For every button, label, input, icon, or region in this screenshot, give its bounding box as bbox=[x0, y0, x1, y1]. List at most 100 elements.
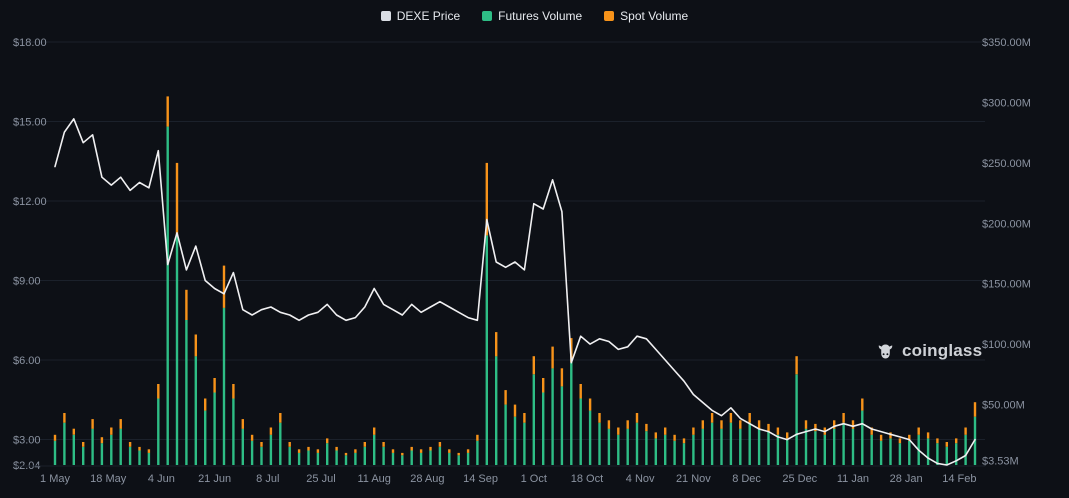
spot-swatch bbox=[604, 11, 615, 21]
futures-swatch bbox=[482, 11, 493, 21]
futures-volume-bar bbox=[495, 356, 498, 465]
spot-volume-bar bbox=[419, 449, 423, 453]
right-axis-tick: $50.00M bbox=[982, 400, 1025, 412]
futures-volume-bar bbox=[53, 440, 57, 465]
futures-volume-bar bbox=[382, 446, 385, 465]
spot-volume-bar bbox=[598, 413, 601, 423]
spot-volume-bar bbox=[523, 413, 526, 423]
spot-volume-bar bbox=[391, 449, 395, 453]
spot-volume-bar bbox=[157, 384, 160, 399]
x-axis-tick: 25 Dec bbox=[782, 473, 817, 485]
spot-volume-bar bbox=[889, 432, 892, 439]
futures-volume-bar bbox=[100, 443, 104, 465]
spot-volume-bar bbox=[908, 434, 911, 441]
futures-volume-bar bbox=[241, 428, 244, 465]
coinglass-logo-icon bbox=[878, 344, 893, 358]
spot-volume-bar bbox=[279, 413, 282, 423]
futures-volume-bar bbox=[804, 428, 808, 465]
spot-volume-bar bbox=[401, 452, 404, 456]
futures-volume-bar bbox=[617, 434, 620, 465]
futures-volume-bar bbox=[964, 434, 967, 465]
spot-volume-bar bbox=[363, 442, 366, 447]
spot-volume-bar bbox=[804, 420, 808, 429]
legend-label-dexe-price: DEXE Price bbox=[396, 9, 461, 23]
spot-volume-bar bbox=[344, 452, 348, 456]
futures-volume-bar bbox=[373, 434, 376, 465]
futures-volume-bar bbox=[335, 450, 338, 465]
spot-volume-bar bbox=[410, 446, 413, 451]
futures-volume-bar bbox=[898, 443, 902, 465]
futures-volume-bar bbox=[316, 452, 320, 465]
futures-volume-bar bbox=[401, 455, 404, 465]
futures-volume-bar bbox=[204, 410, 207, 465]
spot-volume-bar bbox=[861, 398, 864, 411]
futures-volume-bar bbox=[729, 422, 733, 465]
futures-volume-bar bbox=[710, 422, 714, 465]
futures-volume-bar bbox=[157, 398, 160, 465]
left-axis-tick: $3.00 bbox=[13, 435, 41, 447]
spot-volume-bar bbox=[936, 438, 939, 444]
x-axis-tick: 4 Nov bbox=[626, 473, 655, 485]
spot-volume-bar bbox=[354, 449, 357, 453]
spot-volume-bar bbox=[926, 432, 930, 439]
left-axis-tick: $12.00 bbox=[13, 196, 47, 208]
spot-volume-bar bbox=[795, 356, 798, 375]
futures-volume-bar bbox=[645, 431, 648, 465]
futures-volume-bar bbox=[110, 434, 113, 465]
spot-volume-bar bbox=[682, 438, 686, 444]
spot-volume-bar bbox=[917, 427, 920, 435]
futures-volume-bar bbox=[598, 422, 601, 465]
futures-volume-bar bbox=[889, 438, 892, 465]
legend-item-dexe-price[interactable]: DEXE Price bbox=[380, 9, 461, 23]
left-axis-tick: $6.00 bbox=[13, 355, 41, 367]
spot-volume-bar bbox=[729, 413, 733, 423]
futures-volume-bar bbox=[429, 450, 432, 465]
spot-volume-bar bbox=[701, 420, 704, 429]
spot-volume-bar bbox=[673, 434, 676, 441]
spot-volume-bar bbox=[513, 404, 517, 417]
right-axis-tick: $100.00M bbox=[982, 339, 1031, 351]
futures-volume-bar bbox=[297, 452, 301, 465]
futures-volume-bar bbox=[908, 440, 911, 465]
futures-volume-bar bbox=[823, 434, 826, 465]
spot-volume-bar bbox=[269, 427, 273, 435]
futures-volume-bar bbox=[654, 438, 657, 465]
spot-volume-bar bbox=[147, 449, 151, 453]
futures-volume-bar bbox=[391, 452, 395, 465]
right-axis-tick: $200.00M bbox=[982, 218, 1031, 230]
spot-volume-bar bbox=[194, 334, 197, 357]
spot-volume-bar bbox=[767, 423, 770, 432]
spot-volume-bar bbox=[466, 449, 470, 453]
futures-volume-bar bbox=[504, 404, 507, 465]
futures-volume-bar bbox=[767, 431, 770, 465]
futures-volume-bar bbox=[128, 446, 132, 465]
spot-volume-bar bbox=[485, 162, 488, 236]
x-axis-tick: 28 Aug bbox=[410, 473, 444, 485]
spot-volume-bar bbox=[579, 384, 582, 399]
spot-volume-bar bbox=[260, 442, 263, 447]
spot-volume-bar bbox=[316, 449, 320, 453]
futures-volume-bar bbox=[579, 398, 582, 465]
futures-volume-bar bbox=[288, 446, 291, 465]
spot-volume-bar bbox=[626, 420, 629, 429]
spot-volume-bar bbox=[175, 162, 179, 236]
futures-volume-bar bbox=[814, 431, 817, 465]
x-axis-tick: 14 Sep bbox=[463, 473, 498, 485]
spot-volume-bar bbox=[297, 449, 301, 453]
right-axis-tick: $250.00M bbox=[982, 158, 1031, 170]
spot-volume-bar bbox=[842, 413, 845, 423]
spot-volume-bar bbox=[91, 419, 94, 429]
spot-volume-bar bbox=[119, 419, 122, 429]
spot-volume-bar bbox=[82, 442, 85, 447]
legend-item-spot-volume[interactable]: Spot Volume bbox=[604, 9, 688, 23]
spot-volume-bar bbox=[307, 446, 310, 451]
spot-volume-bar bbox=[664, 427, 667, 435]
x-axis-tick: 28 Jan bbox=[890, 473, 923, 485]
legend-item-futures-volume[interactable]: Futures Volume bbox=[482, 9, 582, 23]
spot-volume-bar bbox=[654, 432, 657, 439]
right-axis-tick: $350.00M bbox=[982, 37, 1031, 49]
spot-volume-bar bbox=[373, 427, 376, 435]
futures-volume-bar bbox=[926, 438, 930, 465]
